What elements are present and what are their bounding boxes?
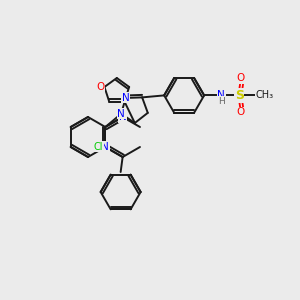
Text: CH₃: CH₃ — [255, 90, 273, 100]
Text: O: O — [236, 107, 244, 117]
Text: N: N — [117, 109, 125, 119]
Text: N: N — [122, 93, 130, 103]
Text: O: O — [96, 82, 105, 92]
Text: N: N — [119, 112, 127, 122]
Text: O: O — [236, 74, 244, 83]
Text: Cl: Cl — [94, 142, 103, 152]
Text: N: N — [217, 90, 225, 100]
Text: S: S — [235, 89, 244, 102]
Text: H: H — [218, 97, 224, 106]
Text: N: N — [101, 142, 109, 152]
